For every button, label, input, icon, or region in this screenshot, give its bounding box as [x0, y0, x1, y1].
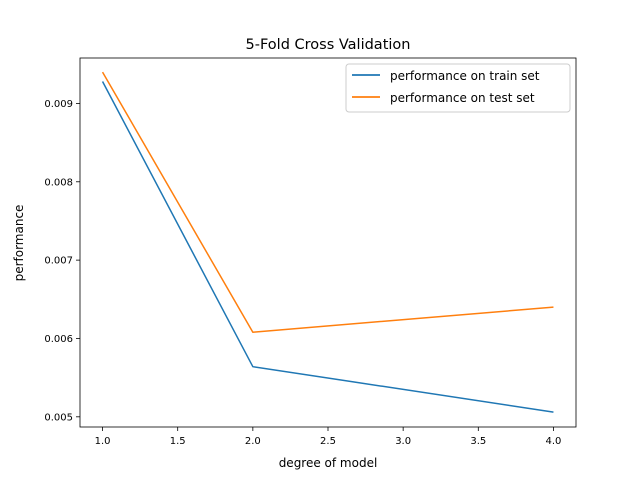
train-series-line	[101, 81, 554, 413]
legend: performance on train set performance on …	[345, 63, 571, 113]
y-tick-label: 0.005	[44, 412, 73, 423]
x-tick-label: 3.0	[395, 436, 411, 447]
legend-label-test: performance on test set	[390, 91, 535, 105]
y-tick-label: 0.009	[44, 99, 73, 110]
x-axis-ticks: 1.0 1.5 2.0 2.5 3.0 3.5 4.0	[95, 427, 562, 447]
y-tick-label: 0.007	[44, 256, 73, 267]
legend-frame	[345, 63, 571, 113]
x-tick-label: 1.5	[170, 436, 186, 447]
y-axis-ticks: 0.005 0.006 0.007 0.008 0.009	[44, 99, 80, 423]
y-tick-label: 0.008	[44, 177, 73, 188]
x-tick-label: 1.0	[95, 436, 111, 447]
x-tick-label: 4.0	[546, 436, 562, 447]
legend-label-train: performance on train set	[390, 69, 540, 83]
test-series-line	[101, 71, 554, 333]
x-tick-label: 2.5	[320, 436, 336, 447]
plot-area-frame	[79, 57, 577, 428]
x-axis-label: degree of model	[279, 456, 378, 470]
series-layer	[101, 71, 554, 413]
x-tick-label: 2.0	[245, 436, 261, 447]
y-axis-label: performance	[12, 205, 26, 282]
chart-title: 5-Fold Cross Validation	[246, 37, 411, 53]
y-tick-label: 0.006	[44, 334, 73, 345]
x-tick-label: 3.5	[470, 436, 486, 447]
